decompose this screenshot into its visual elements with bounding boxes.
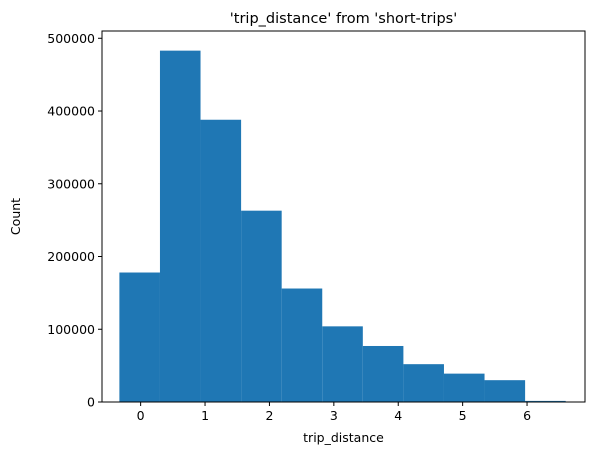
histogram-bar [525,400,566,402]
histogram-bar [362,345,404,402]
y-tick-label: 300000 [47,176,95,191]
y-axis-ticks: 0 100000 200000 300000 400000 500000 [47,31,102,410]
histogram-bar [484,380,526,402]
histogram-bar [200,119,242,402]
x-tick-label: 1 [201,408,209,423]
histogram-bar [241,210,282,402]
y-tick-label: 400000 [47,104,95,119]
bars-group [119,50,566,403]
x-tick-label: 2 [265,408,273,423]
histogram-bar [403,364,444,402]
y-tick-label: 500000 [47,31,95,46]
y-tick-label: 0 [87,395,95,410]
plot-frame [101,30,586,403]
histogram-bar [159,50,201,403]
y-tick-label: 200000 [47,249,95,264]
histogram-bar [281,288,323,402]
y-axis-label: Count [8,198,23,235]
x-tick-label: 6 [523,408,531,423]
histogram-bar [443,373,485,402]
x-tick-label: 3 [330,408,338,423]
y-tick-label: 100000 [47,322,95,337]
histogram-bar [119,272,160,402]
x-tick-label: 0 [137,408,145,423]
x-axis-ticks: 0 1 2 3 4 5 6 [137,402,531,423]
chart-title: 'trip_distance' from 'short-trips' [230,11,457,27]
x-tick-label: 5 [459,408,467,423]
x-axis-label: trip_distance [303,430,384,445]
histogram-bar [322,326,363,402]
x-tick-label: 4 [394,408,402,423]
